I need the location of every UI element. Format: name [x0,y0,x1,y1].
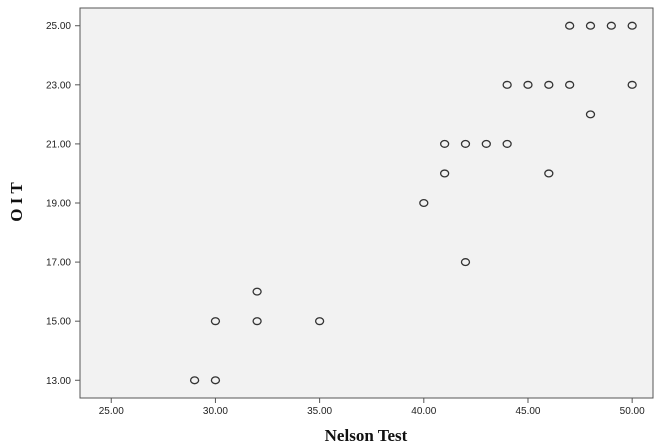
data-point [460,258,471,267]
x-tick-label: 45.00 [515,406,540,417]
data-point [210,317,221,326]
y-tick-label: 19.00 [46,199,71,210]
data-points [189,21,637,385]
data-point [439,169,450,178]
data-point [460,139,471,148]
data-point [565,21,575,30]
y-tick-label: 23.00 [46,80,71,91]
y-tick-label: 15.00 [46,317,71,328]
x-tick-label: 50.00 [620,406,645,417]
data-point [606,21,616,30]
data-point [565,80,575,89]
data-point [481,139,491,148]
y-tick-label: 17.00 [46,258,71,269]
y-tick-label: 21.00 [46,139,71,150]
data-point [314,317,325,326]
data-point [252,317,262,326]
data-point [544,169,554,178]
x-axis: 25.00 30.00 35.00 40.00 45.00 50.00 [99,398,645,417]
data-point [523,80,533,89]
y-axis: 13.00 15.00 17.00 19.00 21.00 23.00 25.00 [46,21,80,387]
data-point [585,110,596,119]
y-tick-label: 25.00 [46,21,71,32]
data-point [252,287,262,296]
x-tick-label: 25.00 [99,406,124,417]
x-tick-label: 40.00 [411,406,436,417]
data-point [439,139,450,148]
data-point [585,21,596,30]
data-point [502,139,512,148]
y-axis-title: O I T [7,182,26,222]
data-point [502,80,512,89]
data-point [544,80,554,89]
data-point [627,21,637,30]
x-tick-label: 35.00 [307,406,332,417]
y-tick-label: 13.00 [46,376,71,387]
data-point [627,80,637,89]
plot-area [79,7,654,399]
data-point [419,198,429,208]
data-point [210,376,221,385]
data-point [189,376,200,385]
x-tick-label: 30.00 [203,406,228,417]
x-axis-title: Nelson Test [325,426,408,445]
